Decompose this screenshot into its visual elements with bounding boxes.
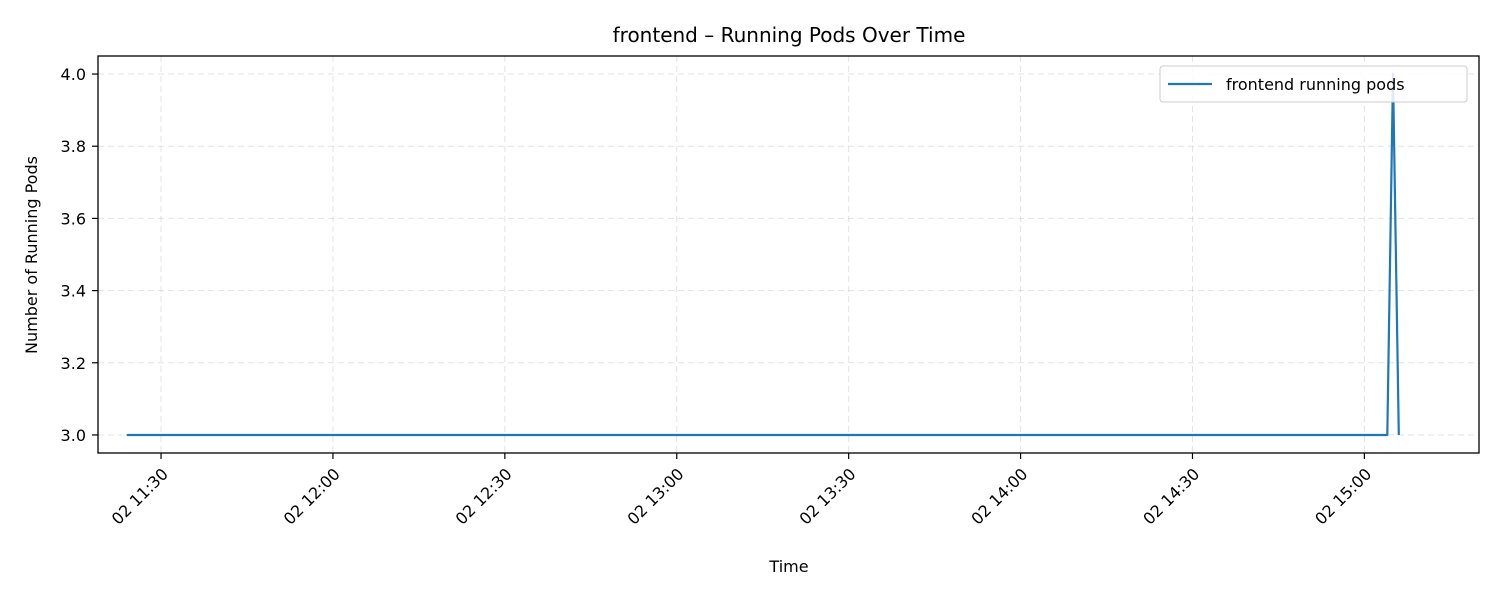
y-tick-label: 3.0 xyxy=(61,426,86,445)
legend-label-frontend-running-pods: frontend running pods xyxy=(1226,75,1405,94)
y-axis: 3.0 3.2 3.4 3.6 3.8 4.0 xyxy=(61,65,98,445)
y-tick-label: 3.4 xyxy=(61,282,86,301)
chart-title: frontend – Running Pods Over Time xyxy=(613,23,966,47)
y-tick-label: 3.6 xyxy=(61,209,86,228)
x-axis-label: Time xyxy=(768,557,808,576)
y-axis-label: Number of Running Pods xyxy=(22,156,41,354)
legend-box xyxy=(1159,65,1468,103)
series-layer xyxy=(126,72,1400,437)
plot-area-frame xyxy=(97,55,1480,454)
series-line-frontend-running-pods xyxy=(126,72,1400,437)
y-tick-label: 4.0 xyxy=(61,65,86,84)
legend: frontend running pods xyxy=(1159,65,1468,103)
y-tick-label: 3.8 xyxy=(61,137,86,156)
y-tick-label: 3.2 xyxy=(61,354,86,373)
